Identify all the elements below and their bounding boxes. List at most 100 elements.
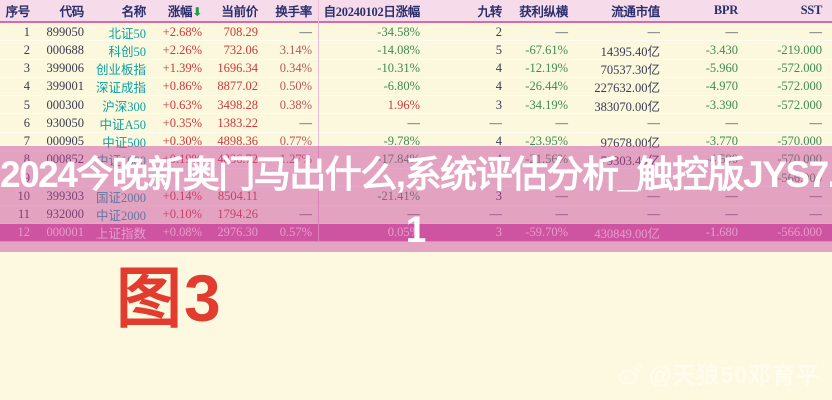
cell-sst: -566.000 [777, 225, 822, 240]
col-header-bpr[interactable]: BPR [713, 3, 738, 17]
cell-ytd: -17.84% [377, 152, 420, 167]
cell-chg: +0.63% [162, 97, 202, 112]
cell-code: 000852 [46, 152, 85, 167]
table-row-6[interactable]: 6 930050 中证A50 +0.35% 1383.22 — — — — — — — [0, 114, 832, 133]
cell-seq: 1 [23, 24, 30, 39]
col-header-sst[interactable]: SST [800, 3, 823, 17]
cell-profit: -67.61% [525, 42, 568, 57]
table-row-7[interactable]: 7 000905 中证500 +0.30% 4898.36 0.77% -9.78% 4 -23… [0, 132, 832, 151]
cell-name: 北证50 [108, 26, 146, 41]
table-row-12[interactable]: 12 000001 上证指数 +0.08% 2976.30 0.57% 0.05% 3 -59.… [0, 223, 832, 242]
cell-chg: +0.30% [162, 134, 202, 149]
table-row-3[interactable]: 3 399006 创业板指 +1.39% 1696.34 0.34% -10.31% 4 -12… [0, 59, 832, 78]
cell-price: 4898.36 [217, 134, 258, 149]
cell-code: 899050 [46, 24, 85, 39]
cell-turnover: — [299, 24, 313, 39]
table-row-4[interactable]: 4 399001 深证成指 +0.86% 8877.02 0.50% -6.80% 4 -26.… [0, 77, 832, 96]
cell-code: 399303 [46, 188, 85, 203]
table-row-8[interactable]: 8 000852 中证1000 +0.19% 4836.72 1.27% -17.84% 4 -… [0, 150, 832, 169]
cell-sst: — [809, 115, 823, 130]
cell-price: 3498.28 [217, 97, 258, 112]
cell-turnover: 3.14% [279, 42, 312, 57]
cell-ytd: 0.05% [387, 225, 420, 240]
cell-seq: 5 [23, 97, 30, 112]
cell-name: 深证成指 [95, 81, 146, 96]
cell-nine: — [489, 115, 503, 130]
cell-bpr: -4.970 [705, 79, 738, 94]
cell-sst: -572.000 [777, 97, 822, 112]
cell-chg: +0.19% [162, 152, 202, 167]
table-row-1[interactable]: 1 899050 北证50 +2.68% 708.29 — -34.58% 2 — — — — [0, 23, 832, 42]
banner-text-line2: 1 [405, 209, 427, 250]
col-header-profit[interactable]: 获利纵横 [519, 5, 568, 19]
cell-price: 4836.72 [217, 152, 258, 167]
cell-chg: +0.10% [162, 207, 202, 222]
index-quote-table: 序号 代码 名称 涨幅⬇ 当前价 换手率 自20240102日涨幅 九转 获利纵横 流通市值 BPR… [0, 0, 832, 242]
cell-bpr: -3.390 [705, 97, 738, 112]
cell-mcap: 70537.30亿 [600, 63, 660, 78]
cell-sst: -566.000 [777, 170, 822, 185]
cell-nine: 2 [495, 24, 502, 39]
cell-code: 932000 [46, 207, 85, 222]
watermark: @天狼50邓育平 [616, 356, 820, 390]
cell-sst: -570.000 [777, 134, 822, 149]
cell-bpr: -4.590 [705, 152, 738, 167]
cell-nine: 3 [495, 225, 502, 240]
cell-chg: +0.14% [162, 188, 202, 203]
cell-nine: — [489, 207, 503, 222]
cell-code: 930050 [46, 115, 85, 130]
table-row-5[interactable]: 5 000300 沪深300 +0.63% 3498.28 0.38% 1.96% 3 -34.… [0, 96, 832, 115]
cell-price: 708.29 [223, 24, 258, 39]
cell-ytd: -14.08% [377, 42, 420, 57]
table-row-9[interactable]: 9 -566.000 [0, 169, 832, 188]
cell-price: 8504.11 [217, 188, 258, 203]
cell-ytd: -10.31% [377, 61, 420, 76]
col-header-code[interactable]: 代码 [59, 5, 85, 19]
weibo-icon [618, 362, 643, 385]
col-header-mcap[interactable]: 流通市值 [611, 5, 660, 19]
cell-price: 1696.34 [217, 61, 258, 76]
cell-price: 2976.30 [217, 225, 258, 240]
table-body: 1 899050 北证50 +2.68% 708.29 — -34.58% 2 — — — — 2 000… [0, 23, 832, 242]
table-row-10[interactable]: 10 399303 国证2000 +0.14% 8504.11 -21.41% 3 — — — — [0, 187, 832, 206]
cell-turnover: 0.38% [279, 97, 312, 112]
cell-nine: 3 [495, 97, 502, 112]
cell-bpr: -3.770 [705, 134, 738, 149]
cell-seq: 12 [17, 225, 31, 240]
col-header-ytd[interactable]: 自20240102日涨幅 [323, 5, 421, 19]
cell-nine: 4 [495, 152, 502, 167]
cell-name: 中证A50 [99, 117, 146, 132]
table-row-2[interactable]: 2 000688 科创50 +2.26% 732.06 3.14% -14.08% 5 -67.… [0, 41, 832, 60]
col-header-name[interactable]: 名称 [121, 5, 147, 19]
cell-price: 1383.22 [217, 115, 258, 130]
cell-bpr: -5.960 [705, 61, 738, 76]
cell-ytd: — [407, 207, 421, 222]
cell-turnover: 0.57% [279, 225, 312, 240]
cell-sst: -572.000 [777, 79, 822, 94]
cell-mcap: 97678.00亿 [600, 136, 660, 151]
watermark-handle: @天狼50邓育平 [648, 362, 820, 388]
cell-bpr: -3.430 [705, 42, 738, 57]
cell-code: 000905 [46, 134, 85, 149]
cell-profit: -34.19% [525, 97, 568, 112]
cell-bpr: -1.680 [705, 225, 738, 240]
cell-sst: — [809, 24, 823, 39]
cell-mcap: — [647, 24, 661, 39]
cell-name: 科创50 [108, 44, 146, 59]
cell-ytd: 1.96% [387, 97, 420, 112]
cell-nine: 4 [495, 134, 502, 149]
cell-nine: 3 [495, 188, 502, 203]
cell-mcap: 430849.00亿 [594, 227, 660, 242]
cell-chg: +0.08% [162, 225, 202, 240]
table-row-11[interactable]: 11 932000 中证2000 +0.10% 1794.26 — — — — — — — [0, 205, 832, 224]
col-header-price[interactable]: 当前价 [221, 5, 258, 19]
col-header-seq[interactable]: 序号 [5, 5, 31, 19]
cell-mcap: 79303.40亿 [600, 154, 660, 169]
col-header-turnover[interactable]: 换手率 [275, 5, 312, 19]
cell-mcap: 227632.00亿 [594, 81, 660, 96]
col-header-chg[interactable]: 涨幅⬇ [167, 5, 202, 19]
cell-turnover: — [299, 115, 313, 130]
col-header-nine[interactable]: 九转 [477, 5, 503, 19]
cell-bpr: — [725, 115, 739, 130]
cell-price: 1794.26 [217, 207, 258, 222]
